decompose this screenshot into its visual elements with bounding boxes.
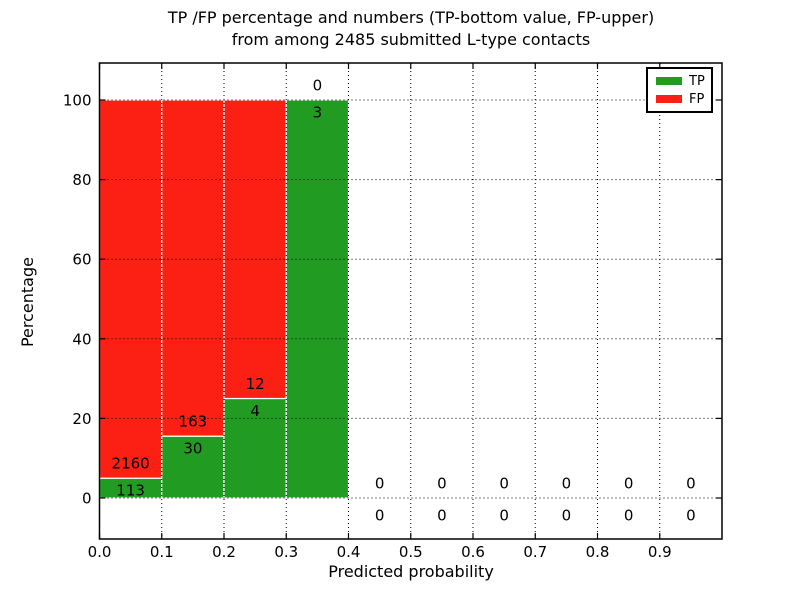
xtick-label-0.5: 0.5 [399, 543, 423, 561]
fp-count-label-7: 0 [562, 475, 572, 493]
tp-count-label-3: 3 [313, 104, 323, 122]
legend-item-fp: FP [656, 93, 711, 106]
fp-bar-2 [223, 99, 287, 400]
chart-title-line2: from among 2485 submitted L-type contact… [231, 30, 591, 49]
tp-count-label-9: 0 [686, 507, 696, 525]
tp-count-label-0: 113 [116, 482, 145, 500]
ytick-label-20: 20 [72, 410, 91, 428]
xtick-label-0.7: 0.7 [523, 543, 547, 561]
tp-bar-2 [223, 397, 287, 499]
fp-count-label-5: 0 [437, 475, 447, 493]
tp-swatch-icon [656, 77, 682, 85]
xtick-label-0.3: 0.3 [274, 543, 298, 561]
fp-count-label-0: 2160 [112, 455, 150, 473]
fp-count-label-9: 0 [686, 475, 696, 493]
fp-count-label-4: 0 [375, 475, 385, 493]
xtick-label-0.9: 0.9 [648, 543, 672, 561]
xtick-label-0.2: 0.2 [212, 543, 236, 561]
chart-title: TP /FP percentage and numbers (TP-bottom… [100, 7, 722, 51]
tp-bar-3 [285, 99, 350, 499]
ytick-label-60: 60 [72, 251, 91, 269]
fp-bar-0 [98, 99, 163, 479]
fp-count-label-6: 0 [499, 475, 509, 493]
fp-swatch-icon [656, 95, 682, 103]
ytick-label-100: 100 [63, 92, 92, 110]
ytick-label-0: 0 [82, 490, 92, 508]
tp-count-label-5: 0 [437, 507, 447, 525]
tp-count-label-1: 30 [183, 440, 202, 458]
tp-count-label-8: 0 [624, 507, 634, 525]
y-axis-label: Percentage [18, 257, 37, 348]
fp-count-label-8: 0 [624, 475, 634, 493]
xtick-label-0.4: 0.4 [337, 543, 361, 561]
tp-count-label-2: 4 [250, 402, 260, 420]
ytick-label-80: 80 [72, 171, 91, 189]
xtick-label-0.1: 0.1 [150, 543, 174, 561]
tp-count-label-6: 0 [499, 507, 509, 525]
legend-item-tp: TP [656, 75, 711, 88]
legend-label-fp: FP [689, 91, 705, 107]
xtick-label-0.0: 0.0 [88, 543, 112, 561]
legend: TP FP [646, 67, 713, 113]
legend-label-tp: TP [689, 73, 705, 89]
tp-count-label-7: 0 [562, 507, 572, 525]
xtick-label-0.8: 0.8 [586, 543, 610, 561]
xtick-label-0.6: 0.6 [461, 543, 485, 561]
fp-count-label-3: 0 [313, 77, 323, 95]
tp-count-label-4: 0 [375, 507, 385, 525]
fp-count-label-1: 163 [179, 413, 208, 431]
x-axis-label: Predicted probability [328, 562, 494, 581]
fp-count-label-2: 12 [246, 375, 265, 393]
ytick-label-40: 40 [72, 330, 91, 348]
fp-bar-1 [161, 99, 225, 437]
chart-title-line1: TP /FP percentage and numbers (TP-bottom… [167, 8, 655, 27]
